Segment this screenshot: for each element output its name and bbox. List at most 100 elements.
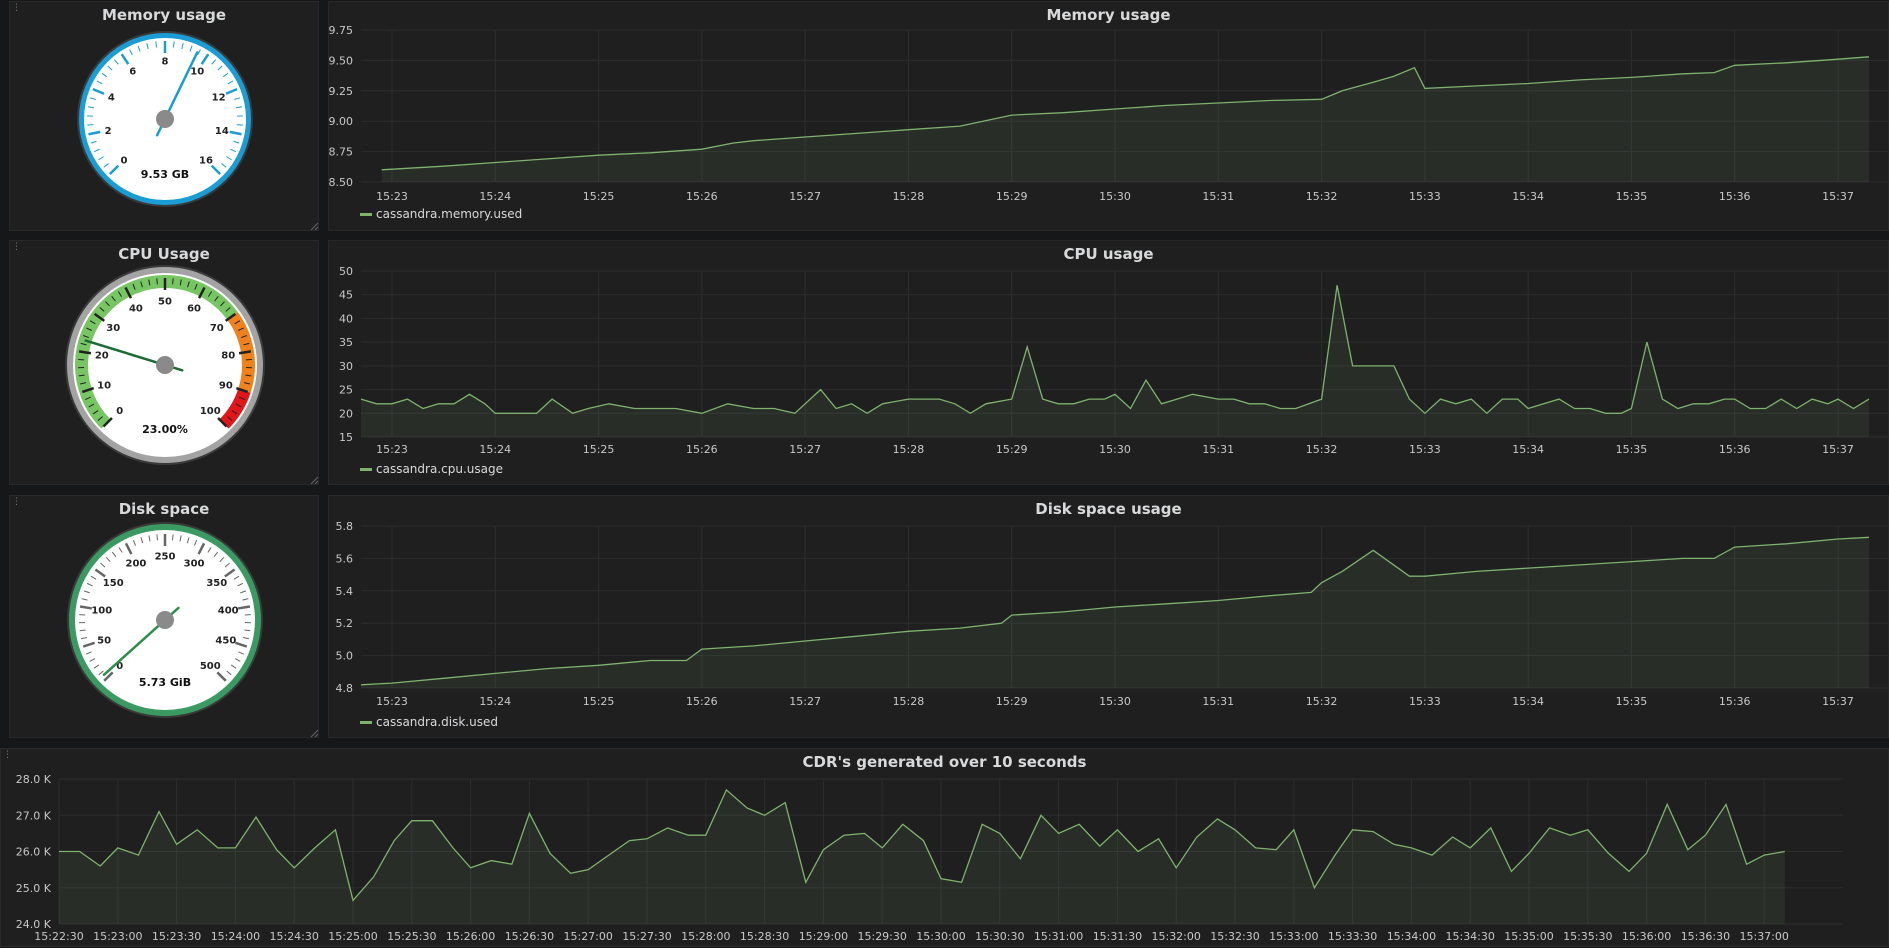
x-tick-label: 15:34:00 (1387, 930, 1436, 943)
gauge-value: 9.53 GB (141, 168, 189, 181)
x-tick-label: 15:32 (1306, 443, 1338, 456)
x-tick-label: 15:32:00 (1151, 930, 1200, 943)
x-tick-label: 15:25:00 (328, 930, 377, 943)
x-tick-label: 15:30:30 (975, 930, 1024, 943)
gauge-label: 14 (215, 126, 229, 137)
x-tick-label: 15:36 (1719, 190, 1751, 203)
x-tick-label: 15:23:30 (152, 930, 201, 943)
legend-item[interactable]: cassandra.cpu.usage (360, 462, 503, 476)
gauge-label: 40 (129, 303, 143, 314)
legend-label: cassandra.disk.used (376, 715, 498, 729)
gauge-label: 400 (218, 605, 239, 616)
x-tick-label: 15:34:30 (1445, 930, 1494, 943)
x-tick-label: 15:32 (1306, 695, 1338, 708)
y-tick-label: 28.0 K (16, 773, 52, 786)
x-tick-label: 15:29 (996, 190, 1028, 203)
gauge-minor-tick (156, 42, 157, 48)
y-tick-label: 5.8 (336, 520, 354, 533)
legend-item[interactable]: cassandra.memory.used (360, 207, 522, 221)
x-tick-label: 15:28:30 (740, 930, 789, 943)
gauge-label: 0 (116, 406, 123, 417)
gauge-label: 100 (200, 406, 221, 417)
x-tick-label: 15:28:00 (681, 930, 730, 943)
legend-swatch (360, 721, 372, 724)
x-tick-label: 15:30 (1099, 190, 1131, 203)
x-tick-label: 15:25 (583, 695, 615, 708)
x-tick-label: 15:37 (1822, 443, 1854, 456)
gauge-label: 6 (129, 66, 136, 77)
gauge-label: 50 (158, 297, 172, 308)
gauge-label: 12 (212, 92, 226, 103)
resize-handle-icon (311, 223, 318, 230)
x-tick-label: 15:31 (1202, 443, 1234, 456)
x-tick-label: 15:24:30 (269, 930, 318, 943)
series-area (382, 57, 1869, 182)
y-tick-label: 5.0 (336, 650, 354, 663)
y-tick-label: 25 (339, 384, 353, 397)
x-tick-label: 15:34 (1512, 190, 1544, 203)
y-tick-label: 25.0 K (16, 882, 52, 895)
gauge-label: 4 (108, 92, 115, 103)
gauge-value: 23.00% (142, 423, 188, 436)
y-tick-label: 9.00 (329, 115, 353, 128)
cdr-graph-panel[interactable]: ⋮ CDR's generated over 10 seconds 24.0 K… (0, 748, 1889, 947)
gauge-label: 350 (206, 578, 227, 589)
x-tick-label: 15:31:30 (1093, 930, 1142, 943)
y-tick-label: 5.6 (336, 552, 354, 565)
x-tick-label: 15:26 (686, 695, 718, 708)
x-tick-label: 15:27 (789, 190, 821, 203)
gauge-label: 16 (199, 156, 213, 167)
gauge-label: 70 (210, 323, 224, 334)
x-tick-label: 15:29:30 (857, 930, 906, 943)
gauge-label: 90 (219, 380, 233, 391)
gauge-label: 80 (221, 350, 235, 361)
x-tick-label: 15:26:30 (505, 930, 554, 943)
x-tick-label: 15:27 (789, 443, 821, 456)
x-tick-label: 15:35 (1616, 443, 1648, 456)
y-tick-label: 5.2 (336, 617, 354, 630)
x-tick-label: 15:29:00 (799, 930, 848, 943)
gauge-label: 250 (155, 552, 176, 563)
gauge-label: 300 (184, 558, 205, 569)
y-tick-label: 8.75 (329, 146, 353, 159)
x-tick-label: 15:33 (1409, 695, 1441, 708)
gauge-label: 2 (105, 126, 112, 137)
x-tick-label: 15:24:00 (211, 930, 260, 943)
x-tick-label: 15:31:00 (1034, 930, 1083, 943)
x-tick-label: 15:23 (376, 190, 408, 203)
x-tick-label: 15:25 (583, 443, 615, 456)
legend-swatch (360, 213, 372, 216)
x-tick-label: 15:25:30 (387, 930, 436, 943)
y-tick-label: 9.75 (329, 24, 353, 37)
y-tick-label: 8.50 (329, 176, 353, 189)
x-tick-label: 15:32 (1306, 190, 1338, 203)
legend-item[interactable]: cassandra.disk.used (360, 715, 498, 729)
gauge-minor-tick (157, 278, 158, 284)
gauge-minor-tick (173, 534, 174, 540)
y-tick-label: 50 (339, 265, 353, 278)
x-tick-label: 15:23:00 (93, 930, 142, 943)
y-tick-label: 26.0 K (16, 846, 52, 859)
x-tick-label: 15:29 (996, 443, 1028, 456)
y-tick-label: 9.25 (329, 85, 353, 98)
x-tick-label: 15:36:00 (1622, 930, 1671, 943)
x-tick-label: 15:35:30 (1563, 930, 1612, 943)
x-tick-label: 15:33:30 (1328, 930, 1377, 943)
gauge-hub (156, 611, 174, 629)
x-tick-label: 15:24 (479, 695, 511, 708)
gauge-minor-tick (173, 278, 174, 284)
resize-handle-icon (311, 730, 318, 737)
x-tick-label: 15:23 (376, 695, 408, 708)
